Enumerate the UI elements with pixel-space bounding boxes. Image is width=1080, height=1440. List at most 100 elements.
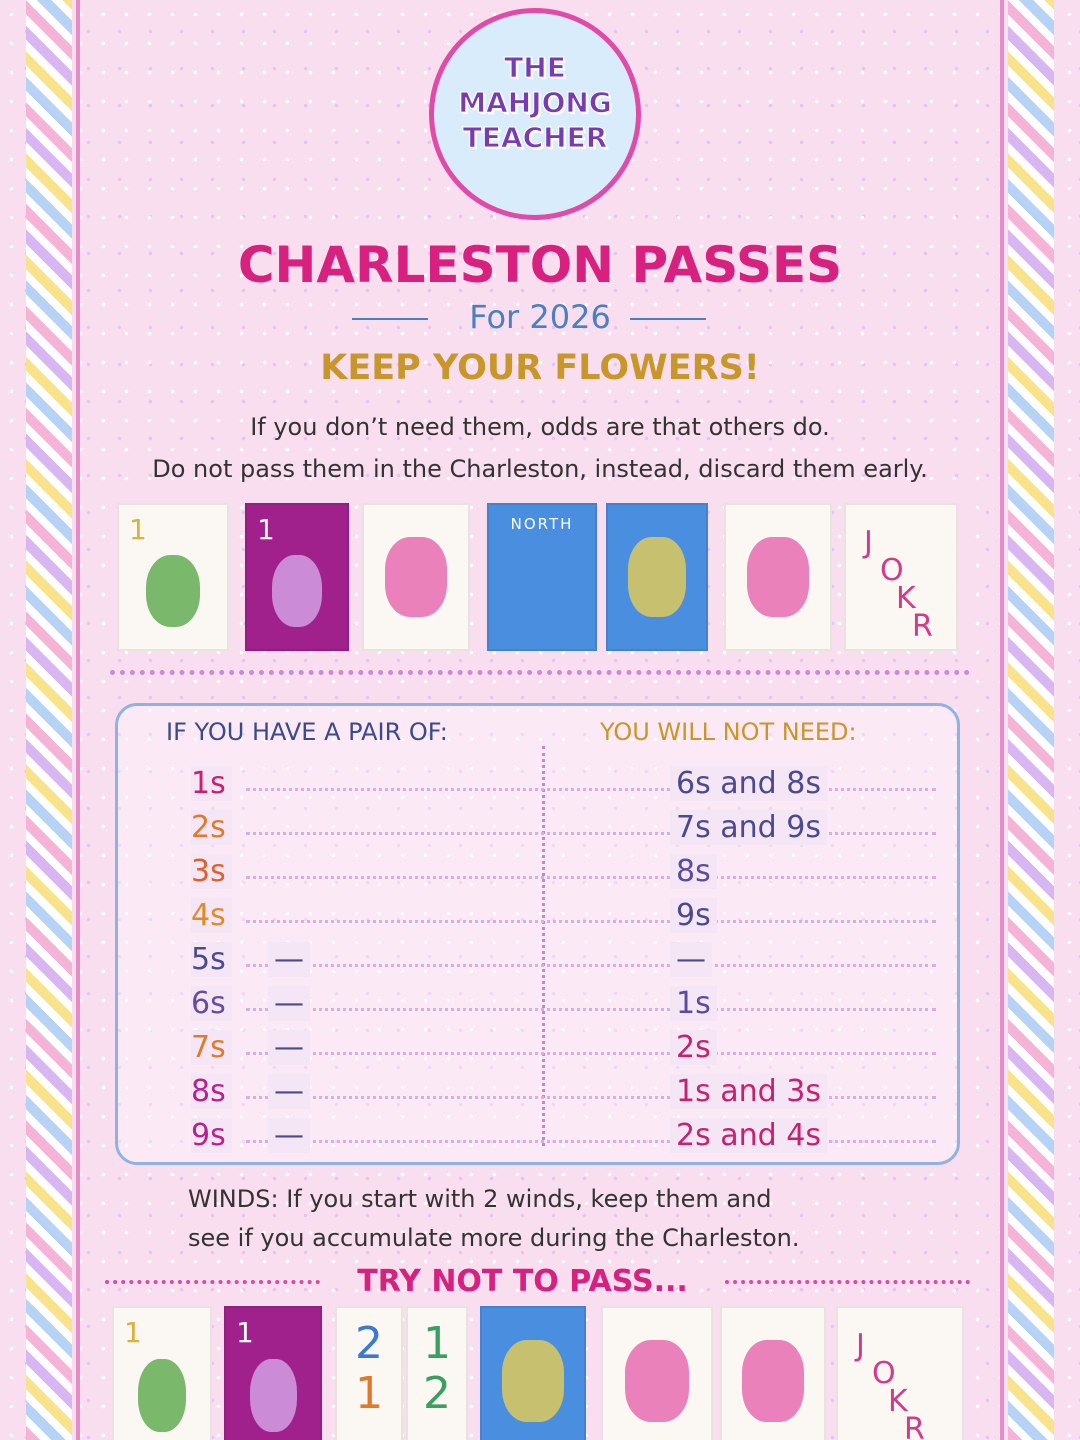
logo-text: THE MAHJONG TEACHER [429,50,641,155]
tile [606,503,708,651]
need-label: 9s [670,898,717,933]
tile: 1 [112,1306,212,1440]
intro-line: Do not pass them in the Charleston, inst… [152,455,928,483]
try-heading: TRY NOT TO PASS... [357,1264,688,1299]
need-label: — [670,942,712,977]
rule [352,318,428,320]
right-border [1008,0,1054,1440]
tile-art [627,536,687,618]
tile-art [624,1340,690,1422]
tile-label: 1 [257,513,275,546]
pair-dash: — [268,1030,310,1065]
pair-dash: — [268,1118,310,1153]
pair-label: 5s [191,942,232,977]
table-header: IF YOU HAVE A PAIR OF: [166,718,448,746]
row-dots [246,920,936,923]
winds-line: see if you accumulate more during the Ch… [188,1224,800,1252]
logo-line: MAHJONG [458,86,613,120]
tile-letter: K [896,581,916,616]
tile-art [742,1340,804,1422]
tile-art [138,1359,186,1433]
table-header: YOU WILL NOT NEED: [600,718,857,746]
need-label: 2s [670,1030,717,1065]
pair-dash: — [268,986,310,1021]
pairs-table: IF YOU HAVE A PAIR OF: YOU WILL NOT NEED… [115,703,960,1165]
frame-line [1000,0,1004,1440]
tile-art [502,1340,564,1422]
divider [110,670,970,675]
pair-label: 3s [191,854,232,889]
tile-letter: R [912,609,933,644]
tile [362,503,470,651]
pair-label: 7s [191,1030,232,1065]
tile-art [249,1359,297,1433]
pair-label: 6s [191,986,232,1021]
frame-line [76,0,80,1440]
row-dots [246,788,936,791]
need-label: 6s and 8s [670,766,827,801]
tile-art [272,555,322,628]
rule [630,318,706,320]
tile: 1 [245,503,349,651]
pair-dash: — [268,942,310,977]
tile-letter: O [872,1356,896,1391]
pair-label: 8s [191,1074,232,1109]
tile-letter: J [864,525,873,560]
pair-label: 1s [191,766,232,801]
tile [601,1306,713,1440]
tile-letter: K [888,1384,908,1419]
tile-letter: R [904,1412,925,1440]
tile [720,1306,826,1440]
tile-number: 1 [355,1368,383,1419]
tile: 1 [224,1306,322,1440]
logo-line: THE [504,51,567,85]
row-dots [246,876,936,879]
need-label: 1s and 3s [670,1074,827,1109]
tile-art [384,536,448,618]
need-label: 8s [670,854,717,889]
pair-dash: — [268,1074,310,1109]
tile-number: 2 [423,1368,451,1419]
pair-label: 2s [191,810,232,845]
tile-letter: J [856,1328,865,1363]
winds-line: WINDS: If you start with 2 winds, keep t… [188,1185,772,1213]
row-dots [246,1096,936,1099]
tile-letter: O [880,553,904,588]
row-dots [246,964,936,967]
row-dots [246,1052,936,1055]
intro: If you don’t need them, odds are that ot… [0,406,1080,490]
logo-line: TEACHER [462,121,608,155]
pair-label: 9s [191,1118,232,1153]
tile-label: 1 [124,1316,142,1349]
tile-label: 1 [236,1316,254,1349]
column-divider [542,746,545,1146]
need-label: 1s [670,986,717,1021]
tile: 1 [117,503,229,651]
title: CHARLESTON PASSES [237,236,843,294]
need-label: 7s and 9s [670,810,827,845]
tile: NORTH [487,503,597,651]
logo-badge [429,8,641,220]
row-dots [246,1140,936,1143]
tile-art [746,536,810,618]
divider [105,1280,320,1284]
tile-label: NORTH [510,515,574,533]
row-dots [246,832,936,835]
need-label: 2s and 4s [670,1118,827,1153]
row-dots [246,1008,936,1011]
tile [724,503,832,651]
heading: KEEP YOUR FLOWERS! [320,348,760,388]
tile-number: 1 [423,1318,451,1369]
winds-note: WINDS: If you start with 2 winds, keep t… [188,1180,800,1258]
intro-line: If you don’t need them, odds are that ot… [250,413,830,441]
tile [480,1306,586,1440]
divider [725,1280,970,1284]
subtitle: For 2026 [469,298,611,336]
tile-label: 1 [129,513,147,546]
pair-label: 4s [191,898,232,933]
left-border [26,0,72,1440]
